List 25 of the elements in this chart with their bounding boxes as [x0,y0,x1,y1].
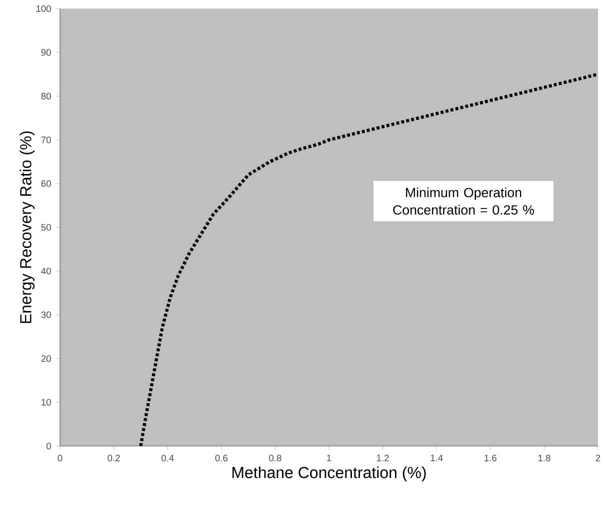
x-tick-label: 1.8 [538,454,550,462]
y-tick-label: 80 [41,92,51,100]
y-axis-title: Energy Recovery Ratio (%) [20,131,35,323]
y-tick-label: 0 [46,442,51,450]
y-tick-label: 10 [42,398,51,406]
x-tick-label: 0.2 [108,454,120,462]
y-tick-label: 20 [41,355,51,362]
x-axis-title: Methane Concentration (%) [232,466,426,482]
annotation: Minimum Operation Concentration = 0.25 % [393,188,534,215]
y-tick-label: 70 [41,136,51,144]
y-tick-label: 90 [41,49,51,56]
y-tick-label: 50 [41,224,51,231]
x-tick-label: 1 [327,454,332,462]
x-tick-label: 1.4 [430,454,443,462]
x-tick-label: 0 [58,454,62,462]
x-tick-label: 1.2 [377,454,389,462]
x-tick-label: 2 [596,454,600,462]
y-tick-label: 40 [41,268,51,274]
x-tick-label: 0.4 [161,454,174,462]
x-tick-label: 1.6 [484,454,496,462]
y-tick-label: 100 [36,5,51,12]
x-tick-label: 0.6 [215,454,228,462]
x-tick-label: 0.8 [269,454,282,462]
y-tick-label: 30 [41,311,51,318]
y-tick-label: 60 [41,180,51,187]
